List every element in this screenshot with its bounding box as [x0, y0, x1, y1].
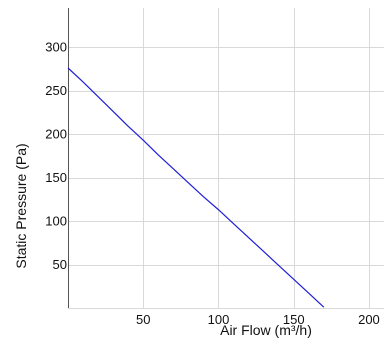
- y-tick-label: 200: [45, 127, 67, 142]
- x-tick-label: 200: [358, 312, 380, 327]
- horizontal-gridlines: [68, 47, 384, 266]
- y-tick-label: 100: [45, 214, 67, 229]
- y-tick-label: 250: [45, 83, 67, 98]
- vertical-gridlines: [143, 8, 370, 308]
- x-tick-label: 50: [136, 312, 150, 327]
- y-tick-label: 150: [45, 170, 67, 185]
- y-tick-label: 50: [53, 257, 67, 272]
- y-axis-title: Static Pressure (Pa): [13, 143, 29, 268]
- x-tick-label: 100: [208, 312, 230, 327]
- x-tick-labels: 50 100 150 200: [136, 312, 380, 327]
- x-axis-title: Air Flow (m³/h): [220, 322, 312, 338]
- series-line: [67, 67, 325, 308]
- y-tick-labels: 50 100 150 200 250 300: [45, 40, 67, 272]
- axes: [68, 8, 384, 309]
- y-tick-label: 300: [45, 40, 67, 55]
- series-layer: [67, 67, 325, 308]
- x-tick-label: 150: [283, 312, 305, 327]
